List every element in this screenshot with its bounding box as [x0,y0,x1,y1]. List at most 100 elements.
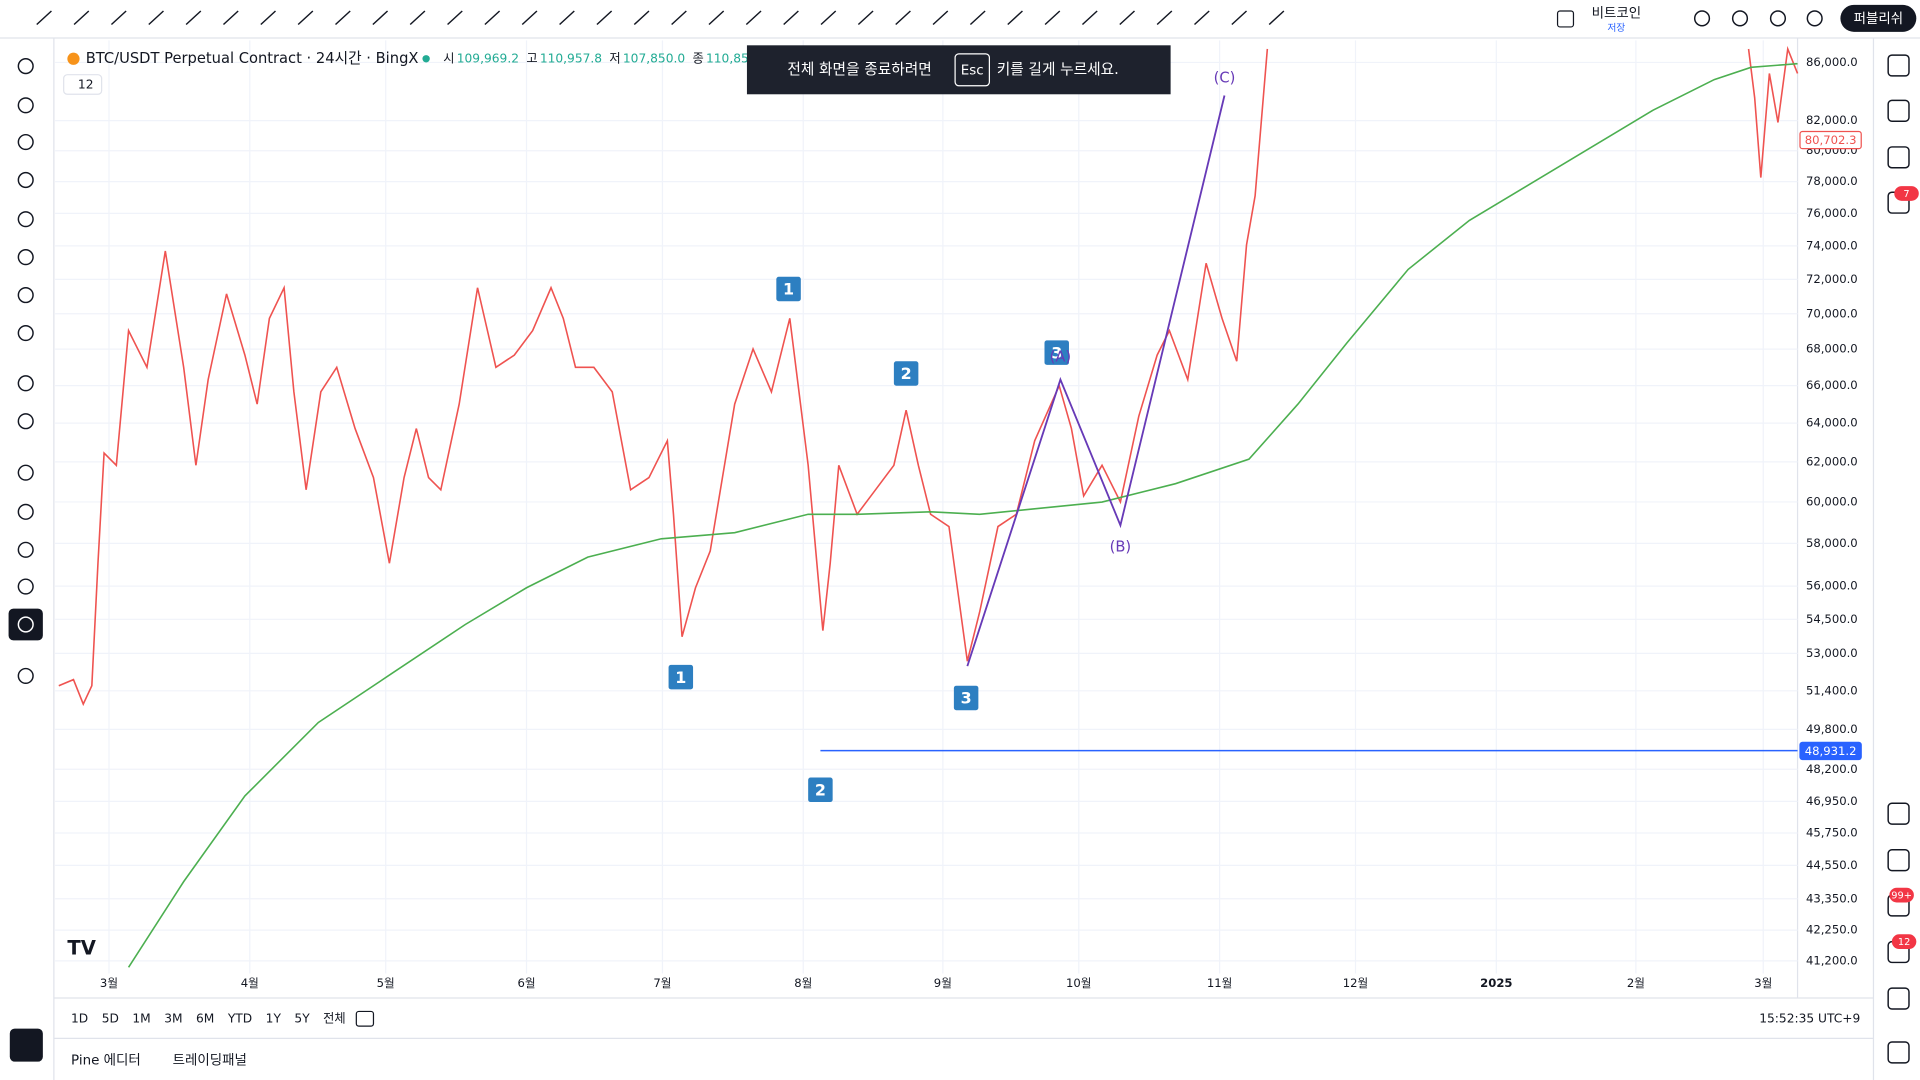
tool-icon[interactable] [17,375,34,392]
key [954,53,990,87]
price-tick-label: 45,750.0 [1806,825,1858,839]
tool-icon[interactable] [745,10,762,26]
favorites[interactable] [9,1028,43,1062]
tool-icon[interactable] [17,578,34,595]
tool-icon[interactable] [335,10,351,26]
layout-icon[interactable] [1556,10,1575,28]
side-icon[interactable] [1887,987,1910,1010]
range-button[interactable]: 전체 [323,1011,346,1025]
tool-icon[interactable] [409,10,426,26]
price-tick-label: 53,000.0 [1806,646,1858,660]
side-icon[interactable] [1887,849,1910,872]
price-tick-label: 86,000.0 [1806,55,1858,69]
tool-icon[interactable] [521,10,538,26]
tool-icon[interactable] [708,10,725,26]
grid [55,40,1798,974]
tool-icon[interactable] [596,10,613,26]
time-tick-label: 6월 [517,976,535,990]
tool-icon[interactable] [1731,10,1749,27]
wave-label: 2 [815,781,826,800]
tool-icon[interactable] [110,10,127,26]
wave-box [776,276,801,302]
tool-icon[interactable] [17,541,34,558]
tool-icon[interactable] [559,10,575,26]
tool-icon[interactable] [932,10,949,26]
tool-icon[interactable] [17,616,34,633]
tool-icon[interactable] [633,10,650,26]
tool-icon[interactable] [148,10,164,26]
tool-icon[interactable] [17,324,34,342]
tool-icon[interactable] [1693,10,1711,27]
tool-icon[interactable] [17,133,34,151]
time-tick-label: 9월 [934,976,952,990]
tool-icon[interactable] [372,10,389,26]
side-icon[interactable] [1887,54,1910,77]
tool-icon[interactable] [17,97,34,114]
publish-button[interactable] [1840,4,1917,32]
tool-icon[interactable] [484,10,501,26]
layout-name[interactable]: 비트코인 [1592,5,1642,21]
tool-icon[interactable] [1268,10,1285,26]
side-icon[interactable] [1887,802,1910,825]
tool-icon[interactable] [1119,10,1135,26]
tool-icon[interactable] [820,10,837,26]
indicator-toggle[interactable] [63,74,103,95]
tool-icon[interactable] [671,10,687,26]
wave-label: 2 [901,364,912,383]
tool-icon[interactable] [36,10,52,26]
tool-icon[interactable] [17,667,34,684]
tool-icon[interactable] [17,503,34,520]
range-button[interactable]: 1D [71,1011,88,1025]
range-button[interactable]: 1M [132,1011,150,1025]
range-button[interactable]: 6M [196,1011,214,1025]
tool-icon[interactable] [1044,10,1061,26]
tool-icon[interactable] [1156,10,1173,26]
tool-icon[interactable] [17,413,34,430]
panel-tab[interactable]: 트레이딩패널 [173,1052,247,1068]
tool-icon[interactable] [1806,10,1823,27]
tool-icon[interactable] [1081,10,1098,26]
range-button[interactable]: 5D [102,1011,119,1025]
tool-icon[interactable] [17,58,34,75]
price-label [1799,741,1862,761]
wave-box [668,664,694,690]
tool-icon[interactable] [1769,10,1787,27]
side-icon[interactable] [1887,146,1910,169]
side-icon[interactable] [1887,1041,1910,1064]
range-button[interactable]: 5Y [294,1011,310,1025]
tool-icon[interactable] [260,10,277,26]
symbol-icon [67,52,80,65]
tool-icon[interactable] [17,287,34,304]
tool-icon[interactable] [17,464,34,481]
tool-icon[interactable] [447,10,463,26]
time-tick-label: 2025 [1480,976,1512,990]
range-button[interactable]: 1Y [266,1011,282,1025]
tool-icon[interactable] [1231,10,1248,26]
tool-icon[interactable] [73,10,90,26]
tool-icon[interactable] [17,211,34,228]
tool-icon[interactable] [969,10,986,26]
range-button[interactable]: 3M [164,1011,182,1025]
side-icon[interactable] [1887,99,1910,122]
panel-tab[interactable]: Pine 에디터 [71,1052,141,1068]
tool-icon[interactable] [783,10,799,26]
tool-icon[interactable] [222,10,239,26]
tool-icon[interactable] [857,10,874,26]
ohlc-key: 고 [526,51,537,65]
tool-icon[interactable] [185,10,202,26]
range-button[interactable]: YTD [227,1011,252,1025]
tool-icon[interactable] [17,171,34,189]
tool-icon[interactable] [895,10,911,26]
tool-icon[interactable] [297,10,314,26]
tool-icon[interactable] [1007,10,1023,26]
tool-icon[interactable] [1193,10,1210,26]
date-range-icon[interactable] [355,1010,375,1027]
time-tick-label: 10월 [1066,976,1092,990]
price-label-text: 80,702.3 [1805,133,1857,147]
tool-active [8,608,43,641]
tool-icon[interactable] [17,249,34,266]
ohlc-key: 시 [443,51,454,65]
price-tick-label: 68,000.0 [1806,342,1858,356]
symbol[interactable]: BTC/USDT Perpetual Contract · 24시간 · Bin… [86,50,419,67]
